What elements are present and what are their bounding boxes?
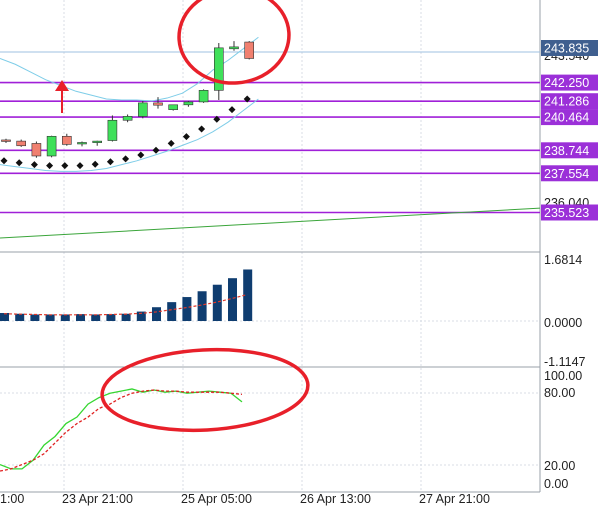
- sar-dot: [167, 139, 175, 147]
- stochastic-axis-label: 100.00: [544, 369, 582, 383]
- level-tag: [541, 74, 598, 91]
- grid-lines: [0, 0, 540, 492]
- sar-dot: [46, 162, 54, 170]
- sar-dot: [30, 161, 38, 169]
- histogram-bar: [228, 278, 237, 321]
- level-tag: [541, 142, 598, 159]
- candle: [107, 115, 118, 142]
- time-axis-label: 26 Apr 13:00: [300, 492, 371, 506]
- level-tag: [541, 93, 598, 110]
- price-circle-annotation[interactable]: [176, 0, 292, 87]
- histogram-bar: [197, 291, 207, 321]
- stochastic-signal-line: [0, 389, 243, 472]
- histogram-bar: [182, 297, 192, 321]
- candle: [16, 139, 27, 147]
- histogram-bar: [212, 284, 222, 321]
- histogram-axis-label: 1.6814: [544, 253, 582, 267]
- trendline[interactable]: [0, 207, 541, 239]
- histogram-pane[interactable]: [0, 269, 253, 321]
- sar-dot: [122, 155, 130, 163]
- level-tag-label: 238.744: [544, 144, 589, 158]
- candle: [61, 133, 72, 146]
- candle: [244, 41, 254, 60]
- time-axis-label: 27 Apr 21:00: [419, 492, 490, 506]
- bollinger-lower-band: [0, 98, 259, 172]
- price-pane[interactable]: [0, 0, 541, 239]
- histogram-bar: [167, 302, 177, 321]
- histogram-bar: [60, 314, 70, 321]
- sar-dot: [182, 133, 190, 141]
- histogram-bar: [243, 269, 253, 321]
- candle: [77, 141, 87, 147]
- time-axis[interactable]: 1:00 23 Apr 21:00 25 Apr 05:00 26 Apr 13…: [0, 492, 490, 506]
- stochastic-circle-annotation[interactable]: [100, 345, 310, 436]
- histogram-axis-label: 0.0000: [544, 316, 582, 330]
- candle: [214, 43, 224, 100]
- sar-dot: [91, 160, 99, 168]
- sar-dot: [61, 162, 69, 170]
- sar-dot: [152, 146, 160, 154]
- histogram-bars: [0, 269, 253, 321]
- stochastic-axis-label: 0.00: [544, 477, 568, 491]
- price-axis[interactable]: 243.540 236.040 242.250241.286240.464238…: [541, 40, 598, 221]
- candle: [168, 104, 178, 111]
- sar-dot: [213, 115, 221, 123]
- sar-dot: [0, 157, 8, 165]
- stochastic-axis-label: 20.00: [544, 459, 575, 473]
- arrow-up-icon: [55, 80, 69, 91]
- histogram-signal-line: [3, 293, 248, 316]
- candle: [229, 41, 239, 51]
- candle: [153, 97, 163, 109]
- stochastic-axis[interactable]: 100.00 80.00 20.00 0.00: [544, 369, 582, 491]
- histogram-bar: [45, 314, 55, 321]
- candlesticks: [1, 41, 254, 158]
- sar-dot: [243, 95, 251, 103]
- level-tag-label: 237.554: [544, 167, 589, 181]
- current-price-tag: [541, 40, 598, 56]
- histogram-bar: [0, 313, 9, 321]
- histogram-bar: [152, 307, 161, 321]
- histogram-bar: [76, 314, 85, 321]
- candle: [31, 141, 42, 158]
- candle: [138, 100, 148, 119]
- parabolic-sar-dots: [0, 95, 251, 170]
- histogram-bar: [106, 314, 116, 321]
- horizontal-levels[interactable]: [0, 81, 540, 214]
- histogram-axis[interactable]: 1.6814 0.0000 -1.1147: [544, 253, 586, 369]
- level-tags: 242.250 241.286 240.464 238.744 237.554 235.5…: [541, 74, 598, 221]
- level-tag-label: 235.523: [544, 206, 589, 220]
- level-tag: [541, 204, 598, 221]
- candle: [183, 100, 194, 107]
- candle: [46, 135, 57, 158]
- sar-dot: [137, 151, 145, 159]
- candle: [1, 138, 11, 144]
- level-tag: [541, 109, 598, 126]
- level-tag-label: 240.464: [544, 111, 589, 125]
- candle: [92, 140, 102, 146]
- candle: [122, 114, 133, 123]
- histogram-bar: [121, 313, 131, 321]
- time-axis-label: 25 Apr 05:00: [181, 492, 252, 506]
- sar-dot: [76, 162, 84, 170]
- histogram-bar: [30, 314, 40, 321]
- sar-dot: [106, 158, 114, 166]
- time-axis-label: 1:00: [0, 492, 24, 506]
- sar-dot: [198, 125, 206, 133]
- level-tag: [541, 165, 598, 182]
- histogram-bar: [91, 314, 101, 321]
- candle: [198, 89, 209, 103]
- stochastic-axis-label: 80.00: [544, 386, 575, 400]
- level-tag-label: 242.250: [544, 76, 589, 90]
- time-axis-label: 23 Apr 21:00: [62, 492, 133, 506]
- level-tag-label: 241.286: [544, 95, 589, 109]
- histogram-bar: [15, 313, 25, 321]
- stochastic-pane[interactable]: [0, 345, 310, 472]
- sar-dot: [15, 159, 23, 167]
- histogram-bar: [136, 311, 146, 321]
- arrow-up-annotation[interactable]: [55, 80, 69, 113]
- sar-dot: [228, 106, 236, 114]
- current-price-label: 243.835: [544, 42, 589, 56]
- histogram-axis-label: -1.1147: [544, 355, 586, 369]
